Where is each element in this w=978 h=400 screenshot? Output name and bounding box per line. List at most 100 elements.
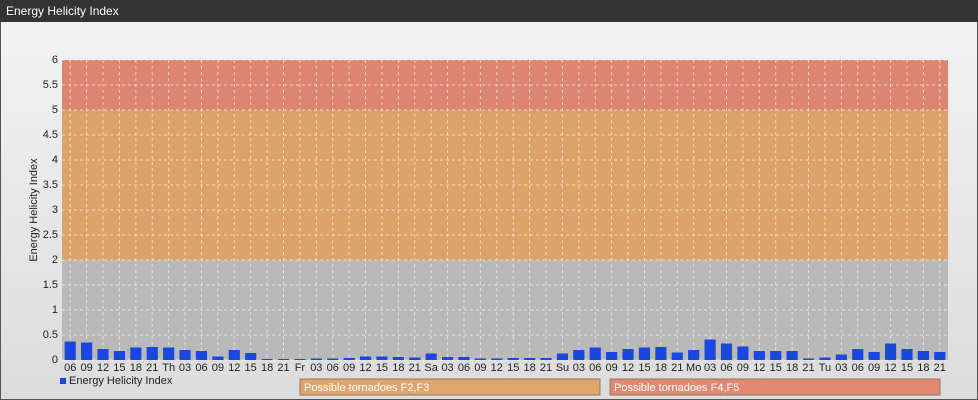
x-tick-label: 15 — [638, 362, 650, 374]
x-tick-label: 06 — [195, 362, 207, 374]
y-tick-label: 0.5 — [43, 329, 58, 341]
bar — [146, 347, 158, 360]
x-tick-label: 21 — [409, 362, 421, 374]
x-tick-label: 21 — [540, 362, 552, 374]
bar — [64, 341, 76, 360]
x-tick-label: Sa — [424, 362, 438, 374]
bar — [392, 357, 404, 360]
x-tick-label: 15 — [901, 362, 913, 374]
bar — [81, 342, 93, 360]
bar — [934, 352, 946, 360]
bar — [573, 350, 585, 360]
bar — [441, 357, 454, 360]
x-tick-label: 12 — [884, 362, 896, 374]
bar — [753, 351, 765, 360]
bar — [409, 357, 421, 360]
y-tick-label: 2.5 — [43, 229, 58, 241]
x-tick-label: 09 — [212, 362, 224, 374]
bar — [868, 352, 880, 360]
bar — [113, 351, 126, 360]
x-tick-label: 21 — [934, 362, 946, 374]
bar — [556, 353, 569, 360]
bar — [228, 350, 240, 360]
bar — [195, 351, 208, 360]
x-tick-label: Tu — [819, 362, 831, 374]
x-tick-label: 09 — [80, 362, 92, 374]
bar — [277, 359, 290, 360]
bar — [655, 347, 667, 360]
x-tick-label: 09 — [474, 362, 486, 374]
x-tick-label: 06 — [458, 362, 470, 374]
bar — [294, 359, 306, 360]
bar — [606, 352, 618, 360]
y-tick-label: 3.5 — [43, 179, 58, 191]
x-tick-label: 06 — [589, 362, 601, 374]
x-tick-label: 12 — [622, 362, 634, 374]
y-tick-label: 5.5 — [43, 79, 58, 91]
bar — [97, 349, 109, 360]
bar — [163, 347, 175, 360]
bar — [524, 358, 536, 360]
x-tick-label: 18 — [655, 362, 667, 374]
bar — [474, 358, 486, 360]
bar — [261, 359, 273, 360]
x-tick-label: 09 — [737, 362, 749, 374]
band-legend-label: Possible tornadoes F2,F3 — [304, 382, 429, 394]
bar — [688, 350, 700, 360]
x-tick-label: 06 — [64, 362, 76, 374]
y-tick-label: 2 — [52, 254, 58, 266]
bar — [720, 343, 733, 360]
bar — [737, 346, 749, 360]
chart-title: Energy Helicity Index — [6, 4, 119, 18]
bar — [245, 353, 257, 360]
x-tick-label: 06 — [327, 362, 339, 374]
x-tick-label: 18 — [917, 362, 929, 374]
bar — [786, 351, 798, 360]
x-tick-label: 03 — [573, 362, 585, 374]
bar — [359, 356, 372, 360]
bar — [901, 349, 913, 360]
y-tick-label: 4 — [52, 154, 58, 166]
bar — [507, 358, 519, 360]
y-tick-label: 4.5 — [43, 129, 58, 141]
bar — [704, 339, 716, 360]
title-bar — [0, 0, 978, 22]
bar — [179, 350, 191, 360]
x-tick-label: 12 — [228, 362, 240, 374]
x-tick-label: 12 — [753, 362, 765, 374]
x-tick-label: Su — [556, 362, 569, 374]
x-tick-label: 18 — [130, 362, 142, 374]
legend-label: Energy Helicity Index — [69, 375, 173, 387]
bar — [130, 347, 142, 360]
y-tick-label: 3 — [52, 204, 58, 216]
bar — [917, 351, 929, 360]
bar — [376, 356, 388, 360]
bar — [540, 358, 552, 360]
x-tick-label: 18 — [261, 362, 273, 374]
x-tick-label: 15 — [507, 362, 519, 374]
bar — [852, 349, 864, 360]
x-tick-label: 03 — [704, 362, 716, 374]
bar — [491, 358, 503, 360]
y-tick-label: 5 — [52, 104, 58, 116]
band-legend-label: Possible tornadoes F4,F5 — [614, 382, 739, 394]
bar — [622, 349, 634, 360]
bar — [310, 358, 322, 360]
x-tick-label: 12 — [97, 362, 109, 374]
y-tick-label: 0 — [52, 354, 58, 366]
x-tick-label: 18 — [523, 362, 535, 374]
bar — [802, 358, 815, 360]
x-tick-label: 06 — [720, 362, 732, 374]
x-tick-label: 12 — [491, 362, 503, 374]
x-tick-label: 03 — [310, 362, 322, 374]
bar — [770, 351, 782, 360]
x-tick-label: 12 — [359, 362, 371, 374]
bar — [819, 357, 831, 360]
x-tick-label: 06 — [852, 362, 864, 374]
x-tick-label: 09 — [868, 362, 880, 374]
x-tick-label: 09 — [343, 362, 355, 374]
y-tick-label: 1 — [52, 304, 58, 316]
bar — [425, 353, 437, 360]
band-legend-box — [299, 378, 601, 396]
